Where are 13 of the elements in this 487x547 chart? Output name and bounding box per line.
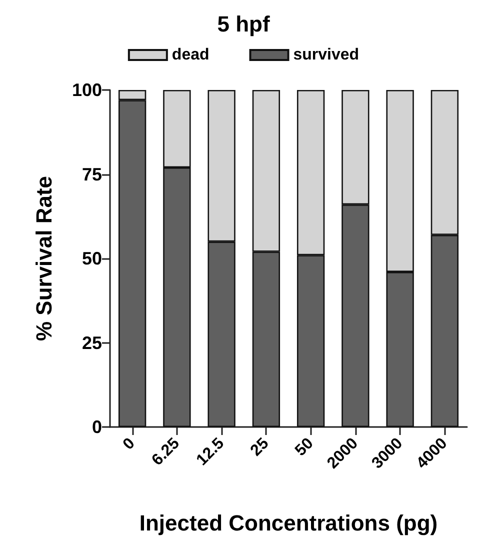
y-axis-title: % Survival Rate [32, 176, 56, 342]
y-tick-label: 100 [72, 80, 102, 100]
x-axis-title: Injected Concentrations (pg) [139, 510, 438, 536]
legend-label: dead [172, 46, 210, 64]
y-tick-label: 75 [82, 164, 102, 184]
y-tick-label: 50 [82, 248, 102, 268]
legend-label: survived [293, 46, 360, 64]
x-tick-label: 25 [248, 434, 272, 460]
chart-title: 5 hpf [217, 12, 270, 36]
y-tick-label: 0 [92, 417, 102, 437]
x-tick-label: 0 [120, 434, 138, 454]
y-tick-label: 25 [82, 332, 102, 353]
x-tick-label: 50 [292, 434, 317, 460]
